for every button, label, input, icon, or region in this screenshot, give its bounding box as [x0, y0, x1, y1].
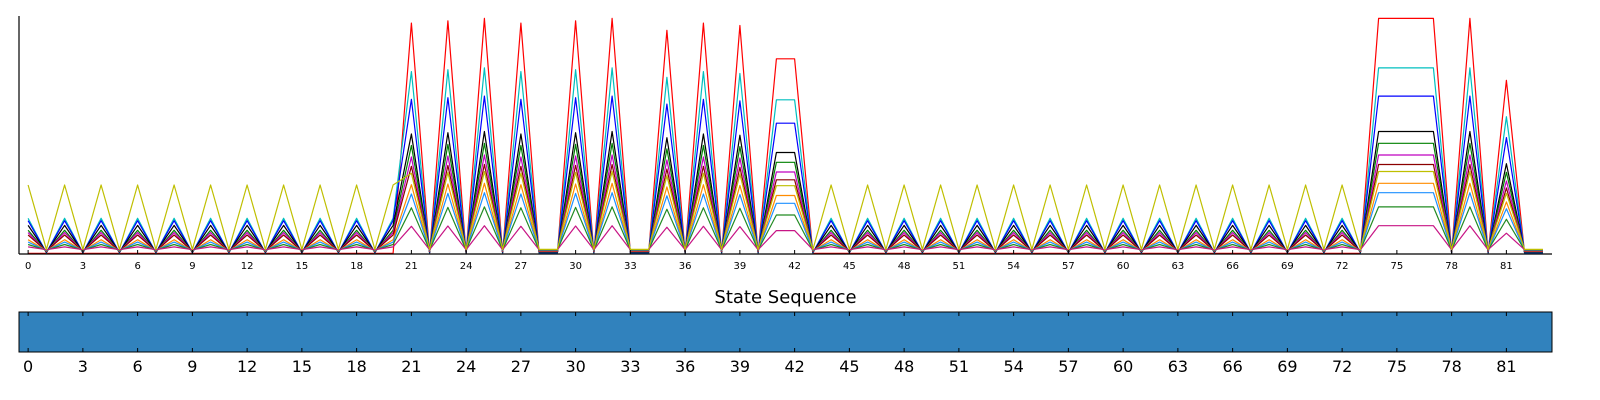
- state-tick-label-45: 45: [839, 357, 859, 376]
- x-tick-label-0: 0: [25, 261, 31, 272]
- state-tick-label-0: 0: [23, 357, 33, 376]
- state-tick-label-15: 15: [292, 357, 312, 376]
- state-sequence-panel: State Sequence 0 3 6 9 12 15 18 21 24 27 30 33 36 39 4…: [18, 287, 1553, 376]
- state-tick-label-78: 78: [1441, 357, 1461, 376]
- state-sequence-frame: [18, 311, 1553, 353]
- state-bar-0: [19, 312, 1552, 352]
- x-tick-label-12: 12: [241, 261, 254, 272]
- state-tick-label-48: 48: [894, 357, 914, 376]
- state-tick-group: 0 3 6 9 12 15 18 21 24 27 30 33 36 39 42 45 48 51 54 57 60 63…: [23, 312, 1517, 376]
- x-tick-label-18: 18: [350, 261, 363, 272]
- x-tick-label-30: 30: [569, 261, 582, 272]
- x-tick-label-3: 3: [80, 261, 86, 272]
- state-tick-label-21: 21: [401, 357, 421, 376]
- state-tick-label-3: 3: [78, 357, 88, 376]
- state-tick-label-24: 24: [456, 357, 476, 376]
- x-tick-label-24: 24: [460, 261, 473, 272]
- state-tick-label-33: 33: [620, 357, 640, 376]
- state-tick-label-36: 36: [675, 357, 695, 376]
- state-tick-label-57: 57: [1058, 357, 1078, 376]
- state-bar-group: [19, 312, 1552, 352]
- state-tick-label-54: 54: [1003, 357, 1023, 376]
- x-tick-label-60: 60: [1117, 261, 1130, 272]
- series-line-12: [27, 170, 1543, 250]
- state-tick-label-42: 42: [784, 357, 804, 376]
- x-tick-label-63: 63: [1172, 261, 1185, 272]
- state-tick-label-75: 75: [1387, 357, 1407, 376]
- x-tick-label-69: 69: [1281, 261, 1294, 272]
- series-line-3: [27, 95, 1543, 254]
- series-line-11: [28, 225, 1543, 251]
- line-series-group: [27, 17, 1543, 254]
- x-tick-label-72: 72: [1336, 261, 1349, 272]
- x-tick-label-78: 78: [1445, 261, 1458, 272]
- x-tick-label-27: 27: [515, 261, 528, 272]
- x-tick-group: 0 3 6 9 12 15 18 21 24 27 30 33 36 39 42 45 48 51 54 57 60 63…: [25, 250, 1513, 272]
- x-tick-label-54: 54: [1007, 261, 1020, 272]
- state-tick-label-39: 39: [730, 357, 750, 376]
- x-tick-label-36: 36: [679, 261, 692, 272]
- state-tick-label-18: 18: [346, 357, 366, 376]
- state-tick-label-27: 27: [511, 357, 531, 376]
- x-tick-label-57: 57: [1062, 261, 1075, 272]
- state-tick-label-9: 9: [187, 357, 197, 376]
- state-tick-label-30: 30: [565, 357, 585, 376]
- state-tick-label-66: 66: [1222, 357, 1242, 376]
- series-line-2: [27, 67, 1543, 254]
- x-tick-label-21: 21: [405, 261, 418, 272]
- x-tick-label-42: 42: [788, 261, 801, 272]
- x-tick-label-66: 66: [1226, 261, 1239, 272]
- x-tick-label-75: 75: [1391, 261, 1404, 272]
- state-tick-label-63: 63: [1168, 357, 1188, 376]
- state-tick-label-60: 60: [1113, 357, 1133, 376]
- series-line-1: [28, 17, 1543, 254]
- state-tick-label-6: 6: [133, 357, 143, 376]
- x-tick-label-6: 6: [134, 261, 140, 272]
- x-tick-label-15: 15: [296, 261, 309, 272]
- x-tick-label-39: 39: [734, 261, 747, 272]
- state-tick-label-69: 69: [1277, 357, 1297, 376]
- line-chart-panel: 0 3 6 9 12 15 18 21 24 27 30 33 36 39 42 45 48 51 54 57 60 63…: [18, 16, 1552, 272]
- state-tick-label-81: 81: [1496, 357, 1516, 376]
- x-tick-label-81: 81: [1500, 261, 1513, 272]
- x-tick-label-9: 9: [189, 261, 195, 272]
- state-tick-label-72: 72: [1332, 357, 1352, 376]
- state-tick-label-51: 51: [949, 357, 969, 376]
- x-tick-label-33: 33: [624, 261, 637, 272]
- x-tick-label-51: 51: [953, 261, 966, 272]
- state-sequence-title: State Sequence: [714, 287, 856, 308]
- state-tick-label-12: 12: [237, 357, 257, 376]
- x-tick-label-45: 45: [843, 261, 856, 272]
- x-tick-label-48: 48: [898, 261, 911, 272]
